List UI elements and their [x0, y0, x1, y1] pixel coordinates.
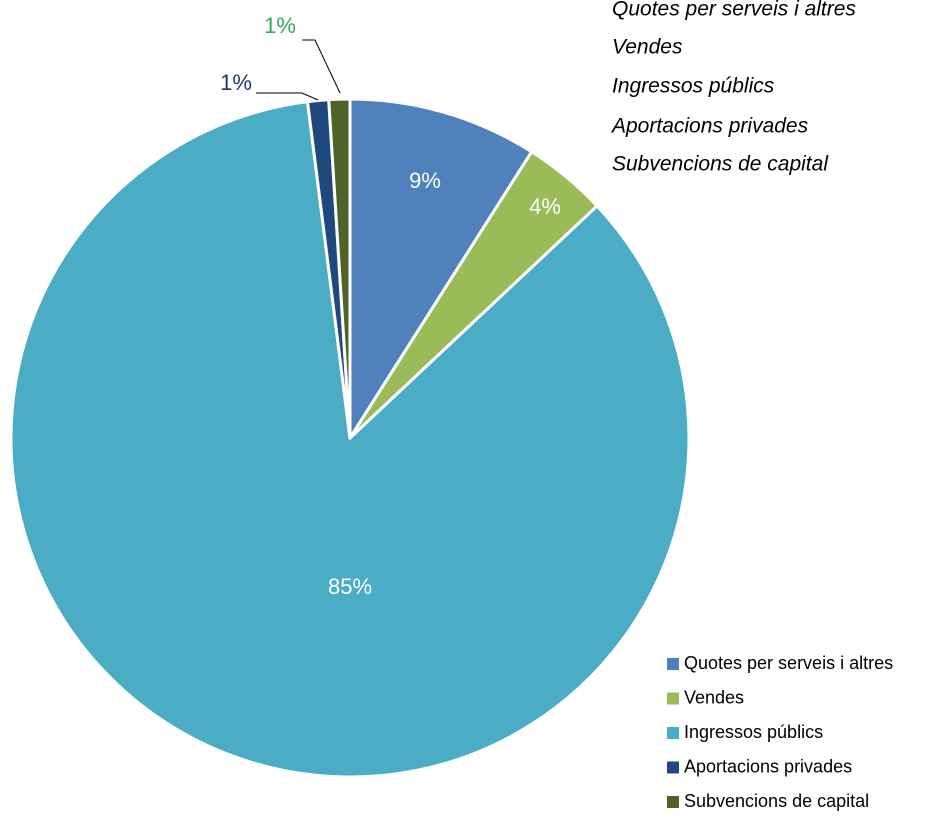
legend-label: Aportacions privades — [684, 756, 852, 776]
data-label: 9% — [409, 168, 441, 193]
legend-label: Quotes per serveis i altres — [684, 653, 893, 673]
legend-swatch — [667, 727, 679, 739]
category-text: Subvencions de capital — [612, 153, 829, 176]
legend-label: Vendes — [684, 687, 744, 707]
data-label: 1% — [220, 70, 252, 95]
category-text: Aportacions privades — [610, 115, 809, 138]
category-text: Ingressos públics — [612, 75, 775, 98]
pie-slice — [348, 97, 534, 440]
legend-swatch — [667, 658, 679, 670]
legend-swatch — [667, 761, 679, 774]
data-label: 85% — [328, 574, 372, 599]
data-label: 4% — [529, 194, 561, 219]
legend-swatch — [667, 796, 679, 808]
category-text: Vendes — [612, 36, 683, 59]
category-text: Quotes per serveis i altres — [612, 0, 856, 21]
leader-line — [302, 39, 341, 94]
data-label: 1% — [264, 13, 296, 38]
legend-swatch — [667, 692, 679, 705]
legend-label: Ingressos públics — [684, 722, 823, 742]
legend-label: Subvencions de capital — [684, 791, 869, 811]
pie-slice — [327, 97, 352, 440]
leader-line — [256, 92, 319, 101]
